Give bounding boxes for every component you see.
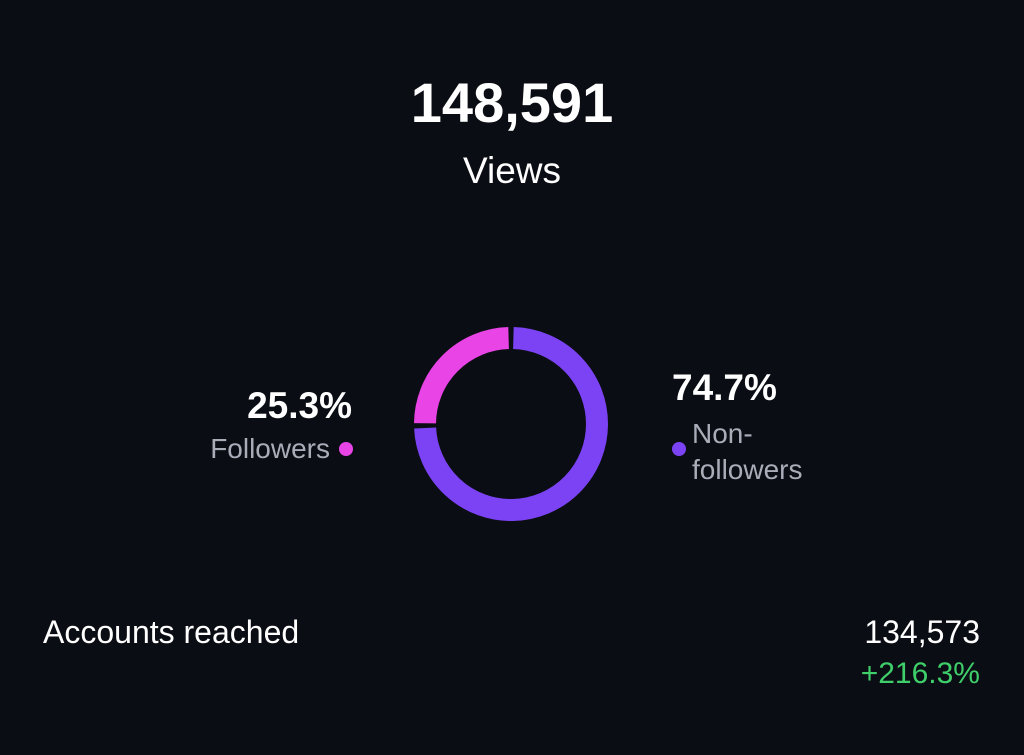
- non-followers-dot: [672, 442, 686, 456]
- followers-label: Followers: [210, 433, 330, 464]
- accounts-reached-value: 134,573: [864, 614, 980, 650]
- views-label: Views: [462, 150, 562, 191]
- non-followers-percent: 74.7%: [672, 367, 777, 408]
- donut-segment: [414, 327, 608, 521]
- accounts-reached-label: Accounts reached: [43, 614, 300, 650]
- accounts-reached-change: +216.3%: [860, 657, 980, 690]
- non-followers-label: Non-followers: [692, 418, 803, 485]
- donut-segment: [414, 327, 510, 424]
- views-count: 148,591: [410, 71, 614, 134]
- followers-dot: [339, 442, 353, 456]
- followers-percent: 25.3%: [247, 385, 352, 426]
